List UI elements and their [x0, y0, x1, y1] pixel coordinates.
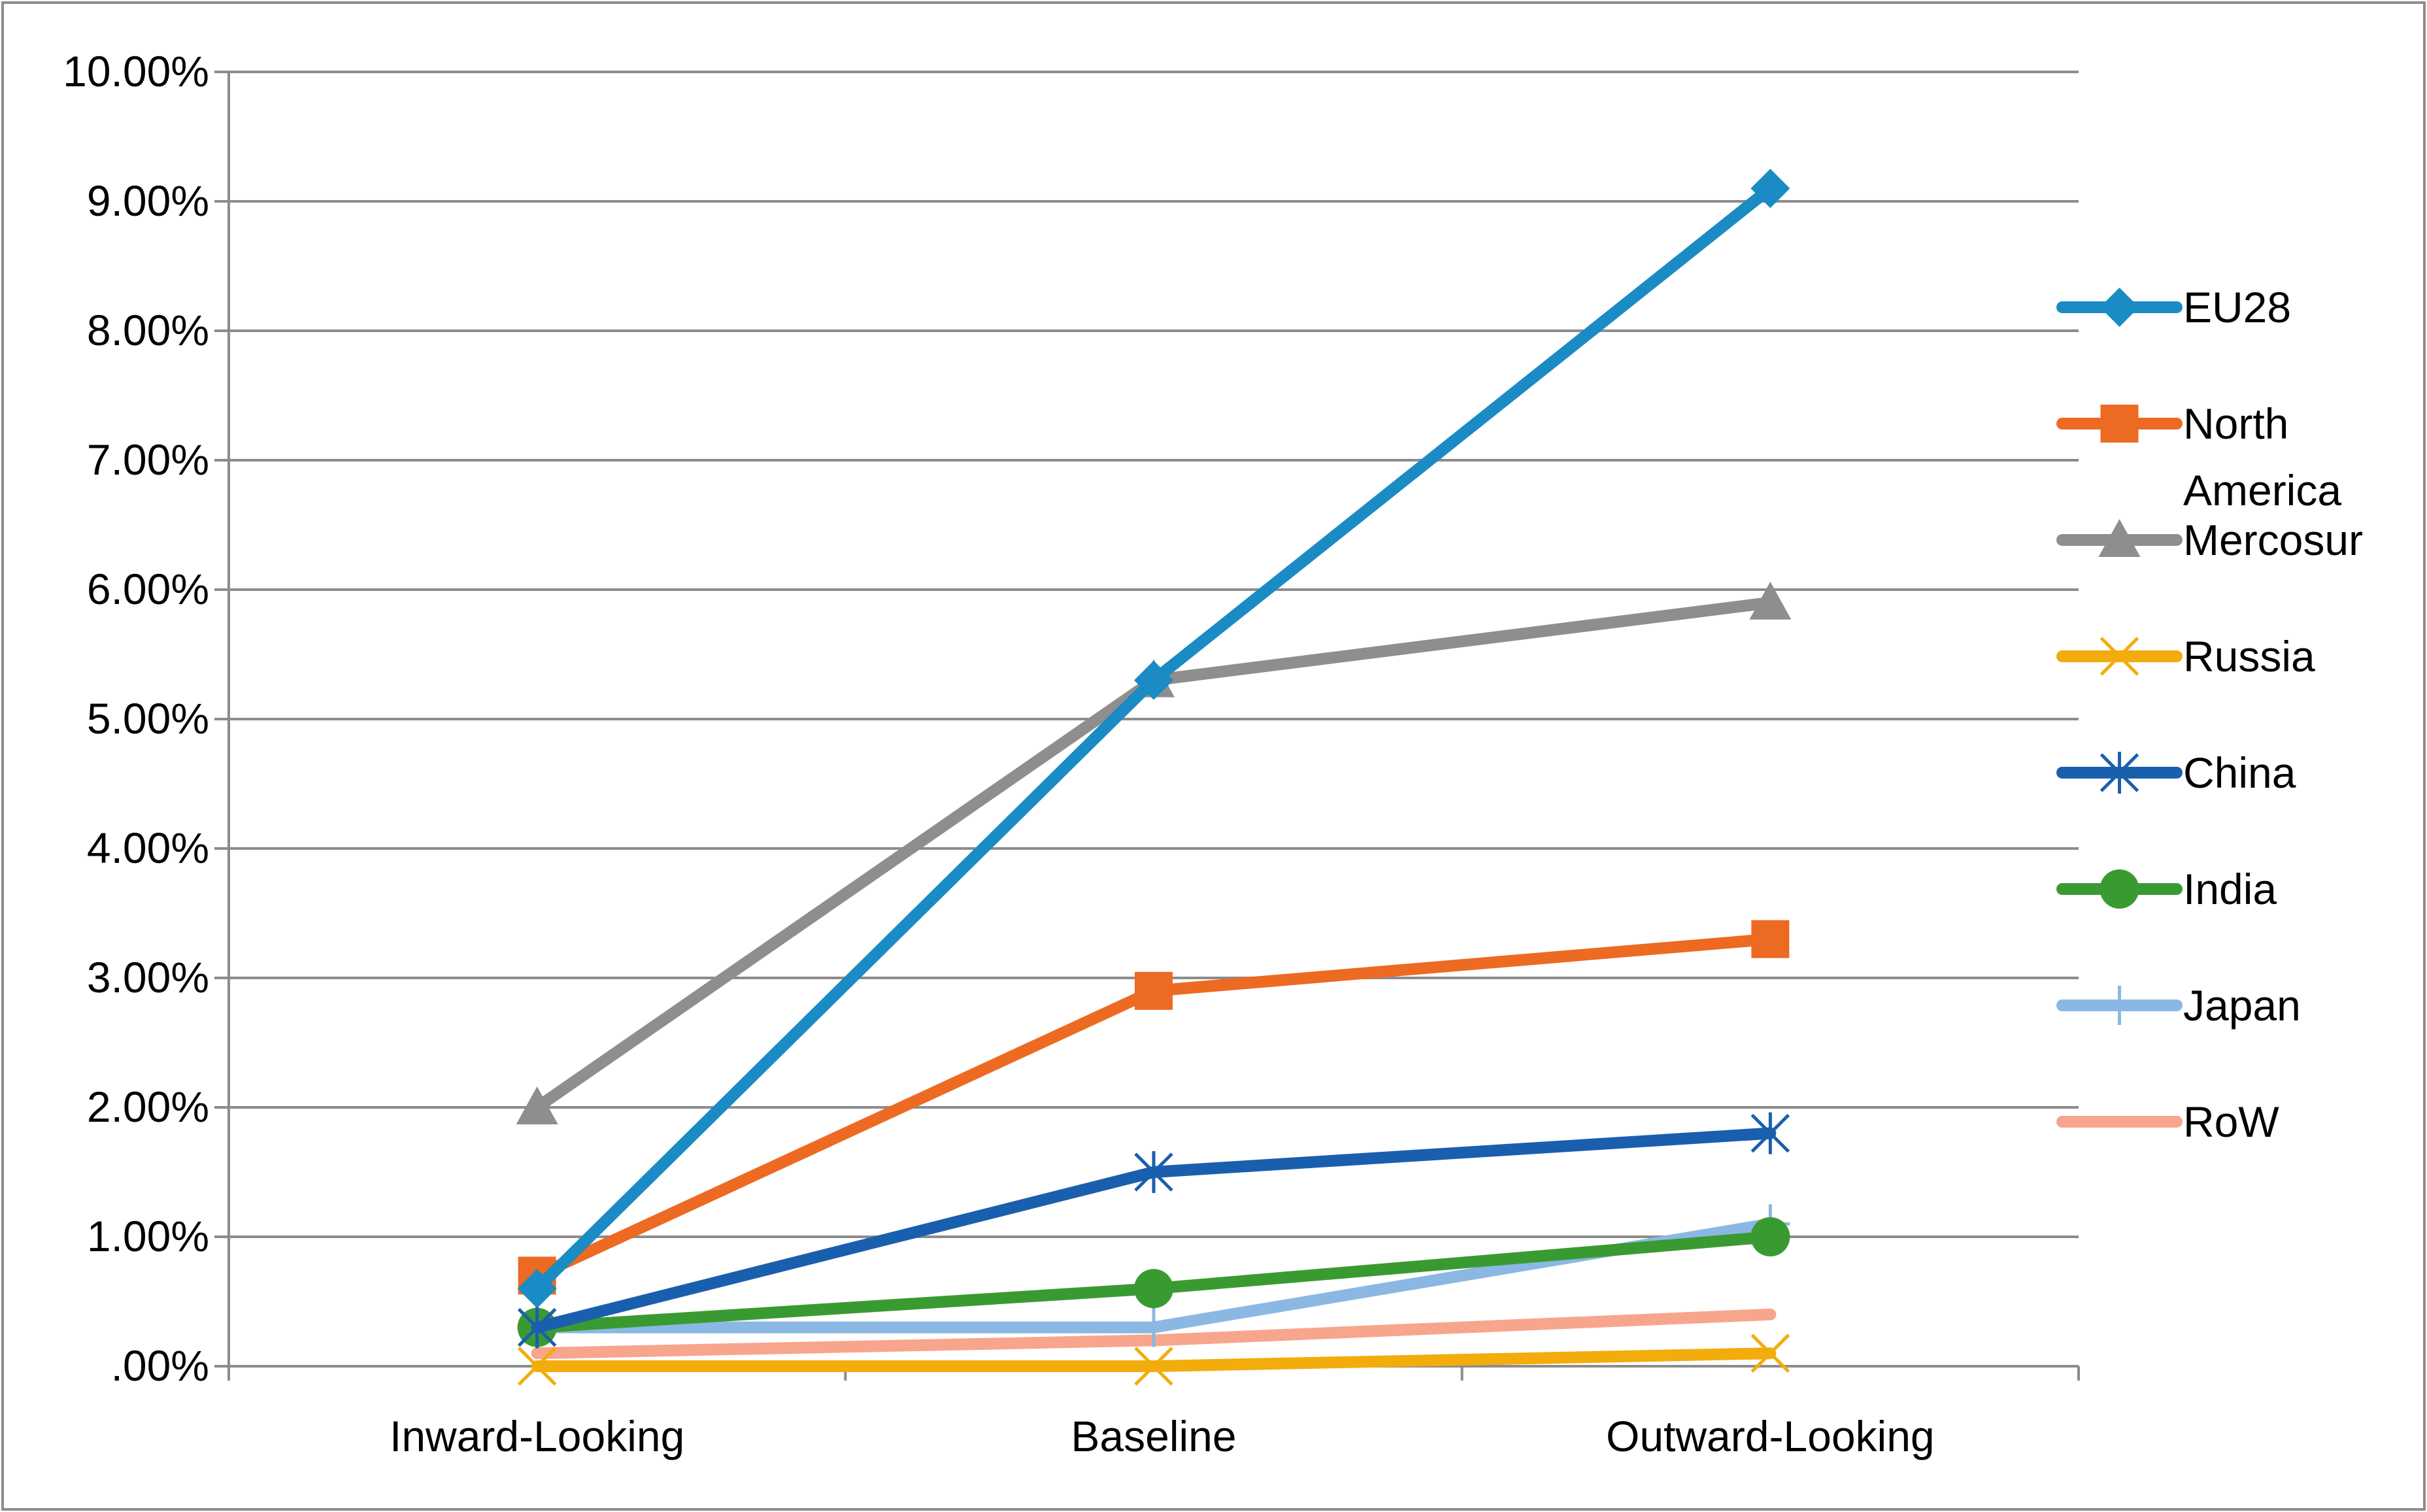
y-tick-label: 1.00% [87, 1212, 209, 1260]
data-point-china [1134, 1151, 1173, 1193]
legend-label: Mercosur [2183, 516, 2363, 564]
data-point-japan [1134, 1307, 1173, 1347]
legend-marker [2100, 405, 2139, 443]
y-tick-label: 9.00% [87, 176, 209, 225]
data-point-russia [1750, 1334, 1790, 1373]
y-tick-label: 10.00% [63, 47, 209, 95]
y-tick-label: 7.00% [87, 435, 209, 484]
legend-label: EU28 [2183, 283, 2291, 331]
data-point-eu28 [1134, 660, 1173, 700]
data-point-russia [1134, 1347, 1173, 1386]
legend-label: India [2183, 865, 2277, 913]
legend-item-russia: Russia [2056, 632, 2315, 680]
series-lines [516, 169, 1792, 1386]
data-point-india [1750, 1217, 1790, 1256]
y-tick-label: 3.00% [87, 953, 209, 1001]
data-point-china [1750, 1112, 1790, 1154]
y-axis-tick-labels: .00% 1.00% 2.00% 3.00% 4.00% 5.00% 6.00% 7.00% 8… [63, 47, 209, 1390]
data-point-russia [517, 1347, 557, 1386]
y-tick-label: 5.00% [87, 694, 209, 743]
legend-label: Japan [2183, 981, 2301, 1030]
data-point-north-america [1135, 971, 1173, 1010]
legend-label: Russia [2183, 632, 2315, 680]
series-china [517, 1112, 1790, 1349]
legend-item-north-america: North America [2056, 399, 2341, 514]
legend-marker [2098, 519, 2141, 557]
data-point-mercosur [1749, 581, 1792, 620]
marker-stroke [2100, 637, 2139, 676]
legend-marker [2100, 637, 2139, 676]
x-axis-tick-labels: Inward-Looking Baseline Outward-Looking [390, 1412, 1935, 1460]
data-point-china [517, 1306, 557, 1349]
x-tick-label: Inward-Looking [390, 1412, 684, 1460]
legend-item-japan: Japan [2056, 981, 2301, 1030]
data-point-north-america [1751, 920, 1790, 958]
legend-marker [2100, 752, 2139, 794]
y-tick-label: 6.00% [87, 565, 209, 613]
legend-label: China [2183, 748, 2296, 797]
series-russia [517, 1334, 1790, 1386]
legend-item-mercosur: Mercosur [2056, 516, 2363, 564]
series-eu28 [517, 169, 1790, 1309]
marker-stroke [1134, 1347, 1173, 1386]
data-point-india [1134, 1269, 1173, 1309]
legend-item-india: India [2056, 865, 2277, 913]
data-point-eu28 [517, 1269, 557, 1309]
y-tick-label: 4.00% [87, 824, 209, 872]
legend-item-row: RoW [2056, 1098, 2279, 1146]
legend-item-eu28: EU28 [2056, 283, 2291, 331]
legend-label: RoW [2183, 1098, 2279, 1146]
marker-stroke [517, 1347, 557, 1386]
x-tick-label: Outward-Looking [1606, 1412, 1935, 1460]
legend-marker [2100, 869, 2139, 909]
marker-stroke [1750, 1334, 1790, 1373]
legend-item-china: China [2056, 748, 2296, 797]
data-point-mercosur [516, 1086, 558, 1124]
legend-marker [2100, 986, 2139, 1025]
x-tick-label: Baseline [1071, 1412, 1236, 1460]
data-point-eu28 [1750, 169, 1790, 209]
legend-marker [2100, 288, 2139, 327]
y-tick-label: .00% [111, 1341, 209, 1390]
y-tick-label: 2.00% [87, 1083, 209, 1131]
y-tick-label: 8.00% [87, 306, 209, 354]
legend-label: North America [2183, 399, 2341, 514]
